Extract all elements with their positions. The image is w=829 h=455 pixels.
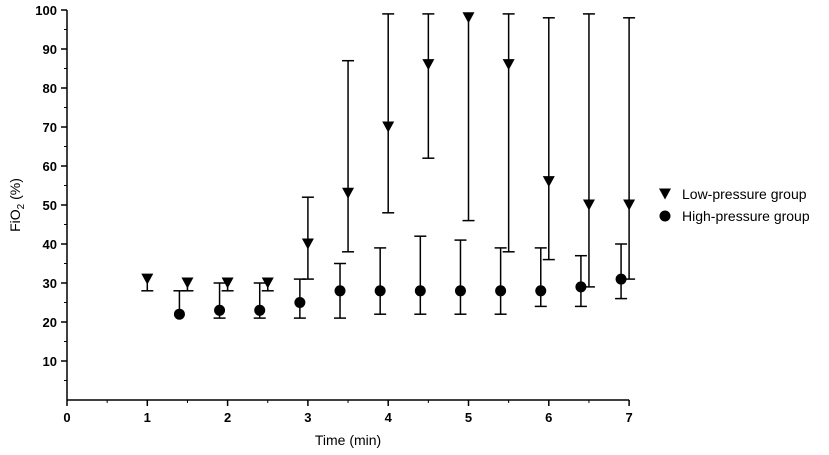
x-tick-label: 5 xyxy=(465,410,472,425)
low-pressure-error-bar xyxy=(422,13,435,159)
x-tick-label: 3 xyxy=(304,410,311,425)
low-pressure-error-bar xyxy=(542,17,555,261)
high-pressure-point xyxy=(414,285,426,297)
low-pressure-point xyxy=(261,277,274,289)
x-tick-label: 4 xyxy=(385,410,393,425)
low-pressure-error-bar xyxy=(502,13,515,253)
low-pressure-point xyxy=(462,12,475,24)
low-pressure-error-bar xyxy=(462,17,475,222)
legend-label-high-pressure: High-pressure group xyxy=(682,208,810,224)
high-pressure-error-bar xyxy=(574,254,587,308)
high-pressure-error-bar xyxy=(414,235,427,315)
y-tick-label: 30 xyxy=(43,276,57,291)
x-tick-label: 7 xyxy=(625,410,632,425)
x-ticks: 0 1 2 3 4 5 6 7 xyxy=(63,400,633,425)
high-pressure-error-bar xyxy=(374,247,387,315)
high-pressure-point xyxy=(254,304,266,316)
legend: Low-pressure group High-pressure group xyxy=(659,186,810,224)
high-pressure-point xyxy=(615,273,627,285)
low-pressure-error-bar xyxy=(582,13,595,288)
y-tick-label: 100 xyxy=(35,3,57,18)
low-pressure-point xyxy=(221,277,234,289)
low-pressure-error-bar xyxy=(382,13,395,214)
high-pressure-point xyxy=(214,304,226,316)
high-pressure-point xyxy=(294,297,306,308)
low-pressure-point xyxy=(382,121,395,133)
high-pressure-point xyxy=(334,285,346,297)
x-axis-label: Time (min) xyxy=(315,432,381,448)
high-pressure-point xyxy=(495,285,507,297)
series-low-pressure xyxy=(141,12,636,292)
y-tick-label: 60 xyxy=(43,159,57,174)
low-pressure-error-bar xyxy=(342,59,355,253)
high-pressure-error-bar xyxy=(534,247,547,308)
high-pressure-point xyxy=(575,281,587,293)
y-tick-label: 70 xyxy=(43,120,57,135)
y-axis-label-main: FiO xyxy=(7,209,23,232)
high-pressure-point xyxy=(535,285,547,297)
low-pressure-point xyxy=(623,199,636,211)
y-ticks: 10 20 30 40 50 60 70 80 90 100 xyxy=(35,3,67,381)
y-tick-label: 20 xyxy=(43,315,57,330)
y-tick-label: 80 xyxy=(43,81,57,96)
series-high-pressure xyxy=(173,235,628,320)
legend-label-low-pressure: Low-pressure group xyxy=(682,186,807,202)
series xyxy=(141,12,636,320)
low-pressure-point xyxy=(582,199,595,211)
y-axis-label-subscript: 2 xyxy=(16,203,27,209)
high-pressure-error-bar xyxy=(494,247,507,315)
low-pressure-point xyxy=(301,238,314,250)
x-tick-label: 0 xyxy=(63,410,70,425)
high-pressure-error-bar xyxy=(454,239,467,315)
low-pressure-point xyxy=(542,176,555,188)
y-tick-label: 50 xyxy=(43,198,57,213)
high-pressure-point xyxy=(374,285,386,297)
x-tick-label: 1 xyxy=(144,410,151,425)
y-axis-label-tail: (%) xyxy=(7,178,23,204)
low-pressure-error-bar xyxy=(623,17,636,280)
high-pressure-error-bar xyxy=(615,243,628,300)
x-tick-label: 2 xyxy=(224,410,231,425)
y-axis-label: FiO2 (%) xyxy=(7,178,27,232)
legend-marker-circle xyxy=(659,210,671,222)
legend-marker-triangle xyxy=(659,188,671,200)
legend-item-high-pressure: High-pressure group xyxy=(659,208,810,224)
low-pressure-point xyxy=(502,59,515,71)
low-pressure-point xyxy=(342,187,355,199)
low-pressure-point xyxy=(141,273,154,285)
y-tick-label: 10 xyxy=(43,354,57,369)
legend-item-low-pressure: Low-pressure group xyxy=(659,186,807,202)
y-tick-label: 90 xyxy=(43,42,57,57)
low-pressure-error-bar xyxy=(301,196,314,280)
high-pressure-point xyxy=(454,285,466,297)
y-tick-label: 40 xyxy=(43,237,57,252)
x-tick-label: 6 xyxy=(545,410,552,425)
low-pressure-point xyxy=(422,59,435,71)
high-pressure-point xyxy=(173,308,185,320)
low-pressure-point xyxy=(181,277,194,289)
